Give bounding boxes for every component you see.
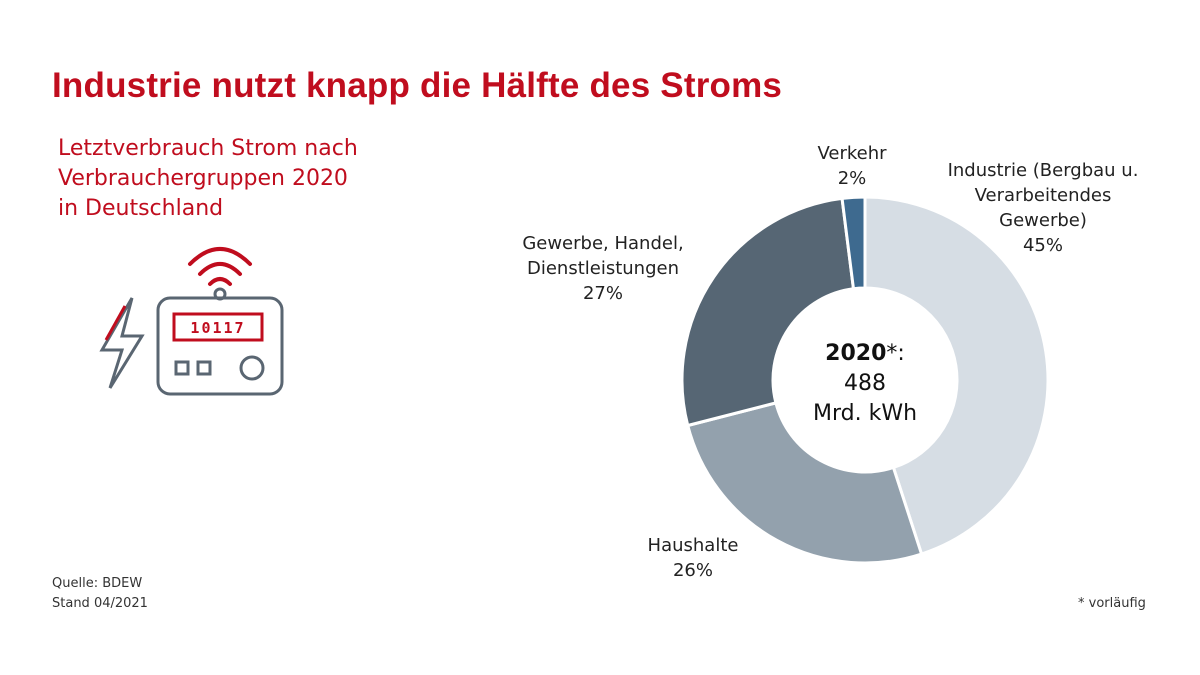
meter-button-1-icon [174, 360, 190, 376]
slice-category-label: Dienstleistungen [527, 258, 679, 279]
subtitle-line-3: in Deutschland [58, 196, 224, 221]
slice-percent-label: 27% [583, 283, 623, 304]
center-year: 2020 [825, 341, 886, 366]
slice-category-label: Haushalte [648, 535, 739, 556]
footnote-preliminary: * vorläufig [1078, 596, 1146, 611]
source-footer: Quelle: BDEW Stand 04/2021 [52, 574, 148, 614]
center-year-label: 2020*: [825, 341, 905, 366]
subtitle-line-1: Letztverbrauch Strom nach [58, 136, 358, 161]
donut-slice [680, 196, 856, 428]
donut-slice [840, 195, 867, 291]
slice-category-label: Gewerbe, Handel, [522, 233, 683, 254]
slice-percent-label: 2% [838, 168, 867, 189]
donut-slice [863, 195, 1050, 556]
slice-category-label: Verkehr [817, 143, 887, 164]
meter-button-2-icon [196, 360, 212, 376]
meter-dial-icon [239, 355, 265, 381]
slice-percent-label: 45% [1023, 235, 1063, 256]
wifi-arc-inner-icon [208, 277, 232, 286]
wifi-arc-outer-icon [188, 247, 252, 266]
stand-text: Stand 04/2021 [52, 596, 148, 611]
wifi-arc-middle-icon [198, 262, 242, 276]
meter-display-reading: 10117 [190, 319, 245, 337]
smart-meter-icon: 10117 [99, 247, 284, 396]
center-total-value: 488 [844, 371, 886, 396]
meter-display-frame [172, 312, 264, 342]
center-marker: *: [886, 341, 904, 366]
chart-subtitle: Letztverbrauch Strom nach Verbrauchergru… [58, 134, 358, 224]
slice-percent-label: 26% [673, 560, 713, 581]
slice-category-label: Verarbeitendes [975, 185, 1112, 206]
page-title: Industrie nutzt knapp die Hälfte des Str… [52, 66, 783, 105]
lightning-accent-icon [104, 305, 127, 341]
source-text: Quelle: BDEW [52, 576, 143, 591]
meter-body-icon [156, 296, 284, 396]
lightning-bolt-icon [99, 297, 145, 389]
slice-category-label: Gewerbe) [999, 210, 1087, 231]
subtitle-line-2: Verbrauchergruppen 2020 [58, 166, 348, 191]
smart-meter-illustration: 10117 [70, 240, 300, 415]
center-total-unit: Mrd. kWh [813, 401, 917, 426]
donut-slice [685, 401, 924, 565]
slice-category-label: Industrie (Bergbau u. [948, 160, 1139, 181]
